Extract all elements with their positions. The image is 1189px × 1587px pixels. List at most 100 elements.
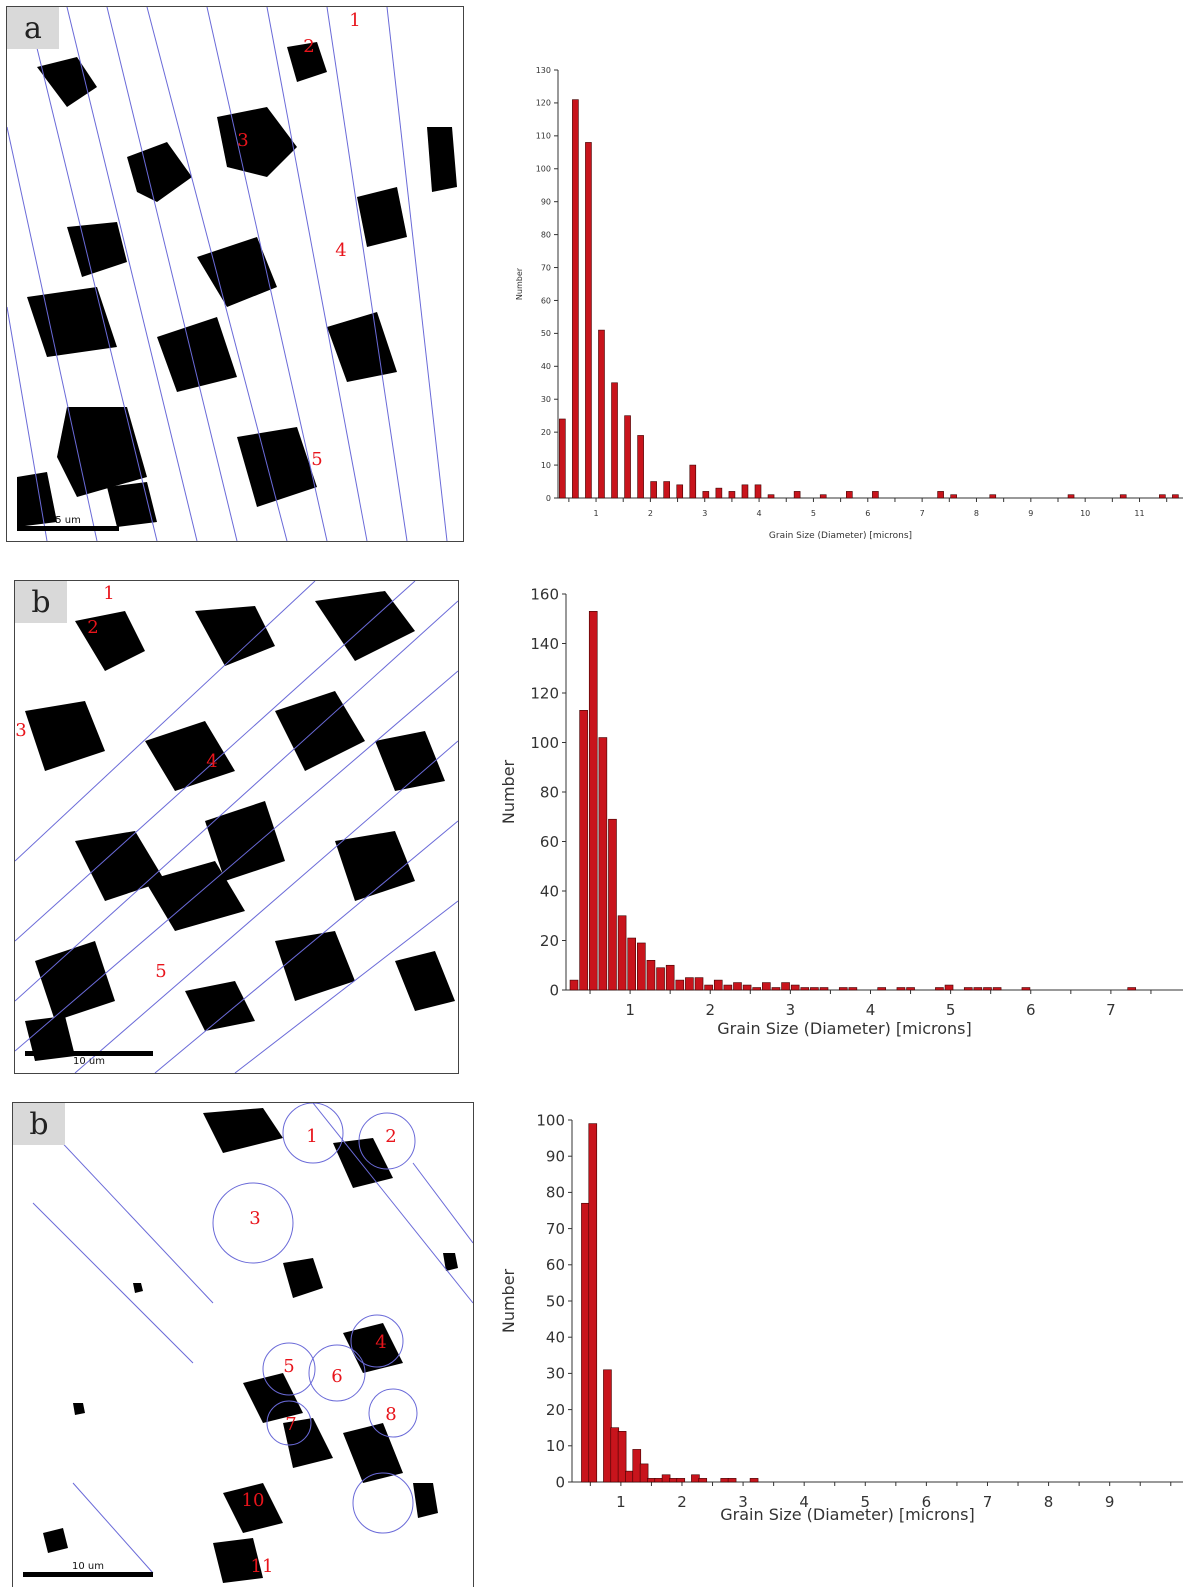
- y-tick-label: 100: [530, 734, 559, 752]
- histogram-bar: [661, 1474, 671, 1483]
- x-tick-label: 7: [983, 1493, 993, 1511]
- x-tick-label: 3: [738, 1493, 748, 1511]
- histogram-bar: [989, 494, 997, 499]
- y-tick-label: 70: [541, 263, 551, 272]
- histogram-bar: [624, 415, 631, 499]
- y-axis-label: Number: [499, 759, 518, 824]
- histogram-bar: [569, 979, 579, 991]
- histogram-bar: [685, 977, 694, 991]
- y-tick-label: 20: [540, 932, 559, 950]
- histogram-bar: [973, 987, 983, 991]
- y-tick-label: 30: [541, 395, 551, 404]
- y-tick-label: 60: [540, 833, 559, 851]
- grain-size-histogram-b: 0 20 40 60 80 100 120 140 160 1 2 3 4 5 6 7 Grain Size (…: [480, 580, 1189, 1080]
- x-tick-label: 3: [702, 509, 707, 518]
- y-tick-label: 90: [546, 1147, 565, 1165]
- chart-svg: 0 10 20 30 40 50 60 70 80 90 100 110 120 130 1 2 3 4 5 6 7 8 9…: [515, 66, 1183, 541]
- chart-svg: 0 10 20 30 40 50 60 70 80 90 100 1 2 3 4 5 6 7 8 9 Grain Siz…: [499, 1111, 1183, 1524]
- histogram-bar: [848, 987, 858, 991]
- y-tick-label: 70: [546, 1220, 565, 1238]
- x-tick-label: 10: [1080, 509, 1090, 518]
- histogram-bar: [728, 491, 736, 499]
- scale-bar: 10 um: [25, 1051, 153, 1067]
- y-tick-label: 130: [536, 66, 551, 75]
- histogram-bar: [625, 1470, 634, 1483]
- grain-label: 11: [250, 1556, 274, 1577]
- y-tick-label: 100: [536, 165, 551, 174]
- y-axis-label: Number: [515, 267, 524, 300]
- x-tick-label: 1: [616, 1493, 626, 1511]
- x-tick-label: 4: [799, 1493, 809, 1511]
- histogram-bar: [639, 1463, 649, 1483]
- histogram-bar: [650, 481, 657, 499]
- micrograph-panel-a: a 1 2 3 4 5 5 um: [6, 6, 464, 542]
- x-axis-label: Grain Size (Diameter) [microns]: [717, 1019, 971, 1038]
- histogram-bar: [767, 494, 775, 499]
- histogram-bar: [598, 737, 608, 991]
- histogram-bar: [676, 484, 684, 499]
- x-tick-label: 3: [786, 1001, 796, 1019]
- x-tick-label: 5: [811, 509, 816, 518]
- y-tick-label: 10: [546, 1437, 565, 1455]
- histogram-bar: [935, 987, 944, 991]
- grain-label: 5: [311, 449, 323, 470]
- grain-size-histogram-a: 0 10 20 30 40 50 60 70 80 90 100 110 120 130 1 2 3 4 5 6 7 8 9…: [500, 60, 1189, 550]
- scale-bar-line: [25, 1051, 153, 1056]
- histogram-bar: [656, 967, 665, 991]
- histogram-bar: [608, 818, 617, 991]
- grain-label: 1: [306, 1126, 318, 1147]
- histogram-bar: [781, 982, 790, 991]
- chart-svg: 0 20 40 60 80 100 120 140 160 1 2 3 4 5 6 7 Grain Size (…: [499, 585, 1183, 1038]
- histogram-bar: [1127, 987, 1137, 991]
- scale-bar-label: 10 um: [72, 1561, 104, 1572]
- y-tick-label: 100: [536, 1112, 565, 1129]
- x-tick-label: 8: [1044, 1493, 1054, 1511]
- y-tick-label: 40: [541, 362, 551, 371]
- scale-bar: 5 um: [17, 515, 119, 531]
- micrograph-image: [7, 7, 457, 541]
- histogram-bar: [654, 1478, 664, 1483]
- histogram-bar: [665, 964, 675, 991]
- x-tick-label: 1: [593, 509, 598, 518]
- histogram-bar: [906, 987, 915, 991]
- y-tick-label: 80: [546, 1184, 565, 1202]
- y-tick-label: 30: [546, 1365, 565, 1383]
- histogram-bar: [637, 942, 646, 991]
- grain-label: 4: [335, 240, 347, 261]
- y-tick-label: 120: [536, 99, 551, 108]
- x-tick-label: 5: [861, 1493, 871, 1511]
- histogram-bar: [742, 984, 752, 991]
- x-tick-label: 4: [757, 509, 762, 518]
- grain-label: 3: [237, 130, 249, 151]
- histogram-bar: [992, 987, 1002, 991]
- micrograph-panel-b: b 1 2 3 4 5 10 um: [14, 580, 459, 1074]
- histogram-bar: [588, 1123, 598, 1483]
- panel-letter: b: [15, 581, 67, 623]
- histogram-bar: [689, 464, 697, 499]
- y-tick-label: 50: [541, 329, 551, 338]
- histogram-bar: [963, 987, 973, 991]
- y-tick-label: 110: [536, 132, 551, 141]
- y-tick-label: 0: [555, 1473, 565, 1491]
- histogram-bar: [720, 1478, 730, 1483]
- histogram-bar: [572, 99, 579, 499]
- scale-bar-line: [23, 1572, 153, 1577]
- y-tick-label: 0: [549, 981, 559, 999]
- grain-label: 3: [15, 720, 27, 741]
- x-tick-label: 9: [1028, 509, 1033, 518]
- grain-label: 5: [155, 961, 167, 982]
- histogram-bar: [762, 982, 771, 991]
- histogram-bar: [1067, 494, 1075, 499]
- histogram-bar: [846, 491, 853, 499]
- histogram-bar: [617, 915, 627, 991]
- histogram-bar: [771, 987, 781, 991]
- panel-letter: b: [13, 1103, 65, 1145]
- histogram-bar: [749, 1478, 759, 1483]
- histogram-bar: [1172, 494, 1179, 499]
- y-tick-label: 0: [546, 494, 551, 503]
- histogram-bar: [790, 984, 800, 991]
- grain-label: 1: [103, 583, 115, 604]
- histogram-bar: [944, 984, 954, 991]
- x-tick-label: 2: [648, 509, 653, 518]
- histogram-bar: [617, 1431, 627, 1483]
